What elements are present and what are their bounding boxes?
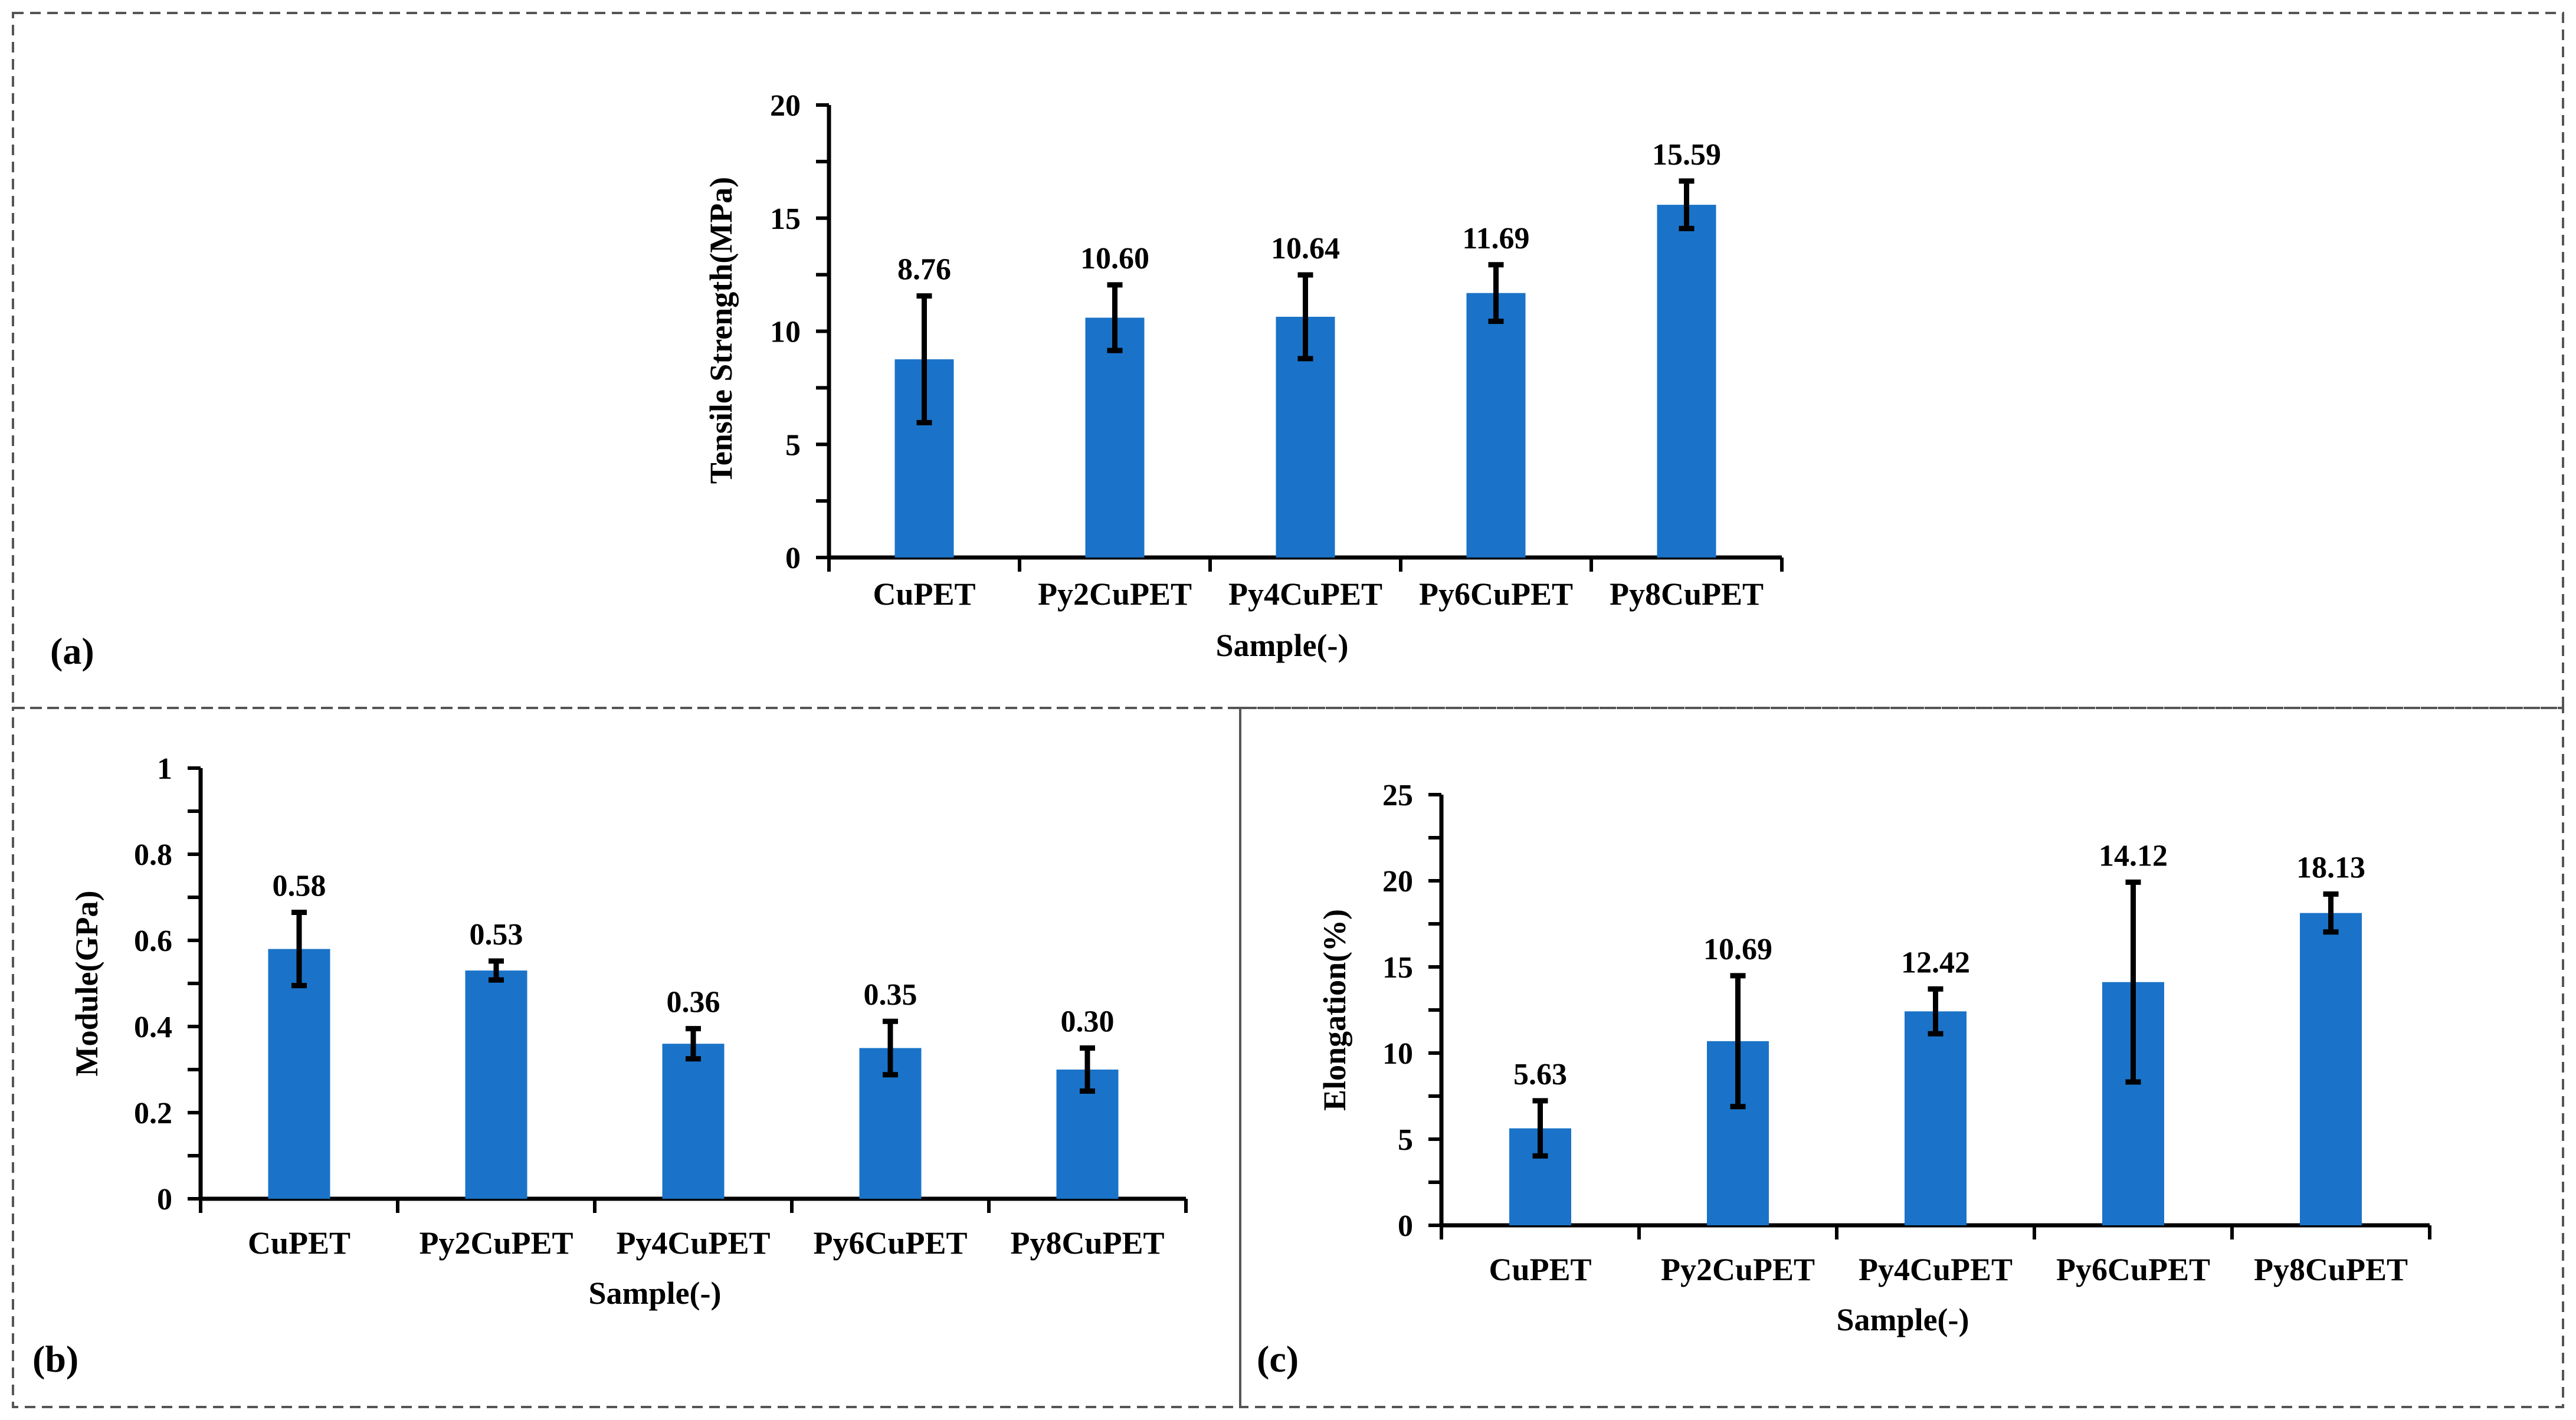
- x-tick-label: Py2CuPET: [1038, 576, 1192, 612]
- bar: [2300, 913, 2362, 1225]
- bar: [1905, 1011, 1967, 1225]
- y-tick-label: 0.2: [134, 1097, 172, 1130]
- bar: [1466, 293, 1526, 557]
- data-label: 10.60: [1080, 242, 1149, 276]
- chart-module: 0 0.2 0.4 0.6 0.8 1 0.58 CuPET 0.53 Py2CuPET 0.36 P…: [69, 752, 1188, 1311]
- bar: [465, 970, 527, 1199]
- data-label: 10.69: [1703, 933, 1772, 966]
- y-tick-label: 1: [157, 752, 172, 786]
- y-tick-label: 0.4: [134, 1011, 172, 1044]
- x-axis-title: Sample(-): [1837, 1302, 1969, 1337]
- x-tick-label: CuPET: [1489, 1252, 1591, 1287]
- data-label: 12.42: [1901, 946, 1970, 979]
- x-tick-label: Py2CuPET: [1661, 1252, 1815, 1287]
- x-tick-label: Py8CuPET: [1010, 1225, 1164, 1261]
- data-label: 0.58: [273, 870, 326, 903]
- x-tick-label: Py4CuPET: [1228, 576, 1382, 612]
- bar: [1085, 317, 1145, 557]
- y-tick-label: 5: [785, 428, 801, 462]
- y-tick-label: 0: [1398, 1209, 1413, 1243]
- data-label: 14.12: [2099, 839, 2168, 873]
- y-tick-label: 15: [770, 202, 801, 236]
- x-tick-label: CuPET: [873, 576, 975, 612]
- panel-c-letter: (c): [1257, 1338, 1299, 1380]
- x-tick-label: Py8CuPET: [1610, 576, 1764, 612]
- y-tick-label: 0: [157, 1183, 172, 1216]
- data-label: 11.69: [1462, 222, 1529, 255]
- bar: [662, 1044, 725, 1199]
- x-tick-label: Py8CuPET: [2254, 1252, 2408, 1287]
- data-label: 0.35: [864, 978, 917, 1012]
- x-tick-label: Py6CuPET: [2056, 1252, 2210, 1287]
- y-tick-label: 10: [770, 316, 801, 349]
- y-tick-label: 15: [1382, 951, 1413, 985]
- y-tick-label: 20: [1382, 865, 1413, 898]
- y-axis-title: Module(GPa): [69, 891, 104, 1077]
- x-tick-label: Py4CuPET: [1859, 1252, 2013, 1287]
- x-tick-label: Py6CuPET: [813, 1225, 967, 1261]
- x-tick-label: Py4CuPET: [616, 1225, 770, 1261]
- x-axis-title: Sample(-): [1216, 628, 1349, 663]
- x-axis-title: Sample(-): [589, 1275, 722, 1311]
- panel-a-letter: (a): [50, 630, 94, 672]
- x-tick-label: CuPET: [248, 1225, 350, 1261]
- data-label: 15.59: [1652, 138, 1721, 172]
- data-label: 18.13: [2296, 851, 2365, 884]
- y-tick-label: 0.6: [134, 924, 172, 958]
- data-label: 5.63: [1513, 1058, 1567, 1091]
- data-label: 8.76: [897, 253, 951, 287]
- chart-tensile-strength: 0 5 10 15 20 8.76 CuPET 10.60 Py2CuPET 10.64 Py4Cu…: [703, 89, 1784, 663]
- panel-b-border: [12, 707, 1241, 1408]
- bar: [1657, 205, 1716, 557]
- y-tick-label: 20: [770, 89, 801, 123]
- bar: [268, 949, 330, 1199]
- y-tick-label: 0.8: [134, 838, 172, 872]
- y-tick-label: 0: [785, 542, 801, 575]
- x-tick-label: Py2CuPET: [419, 1225, 573, 1261]
- chart-elongation: 0 5 10 15 20 25 5.63 CuPET 10.69 Py2CuPET 12.42 Py4…: [1317, 779, 2431, 1337]
- data-label: 0.30: [1061, 1005, 1115, 1039]
- y-tick-label: 25: [1382, 779, 1413, 812]
- data-label: 10.64: [1271, 232, 1340, 265]
- y-axis-title: Elongation(%): [1317, 909, 1352, 1111]
- data-label: 0.53: [470, 918, 523, 952]
- y-tick-label: 10: [1382, 1037, 1413, 1071]
- y-axis-title: Tensile Strength(MPa): [703, 177, 739, 484]
- panel-b-letter: (b): [32, 1338, 78, 1380]
- data-label: 0.36: [667, 986, 720, 1019]
- x-tick-label: Py6CuPET: [1419, 576, 1573, 612]
- panel-a-border: [12, 12, 2564, 709]
- y-tick-label: 5: [1398, 1123, 1413, 1157]
